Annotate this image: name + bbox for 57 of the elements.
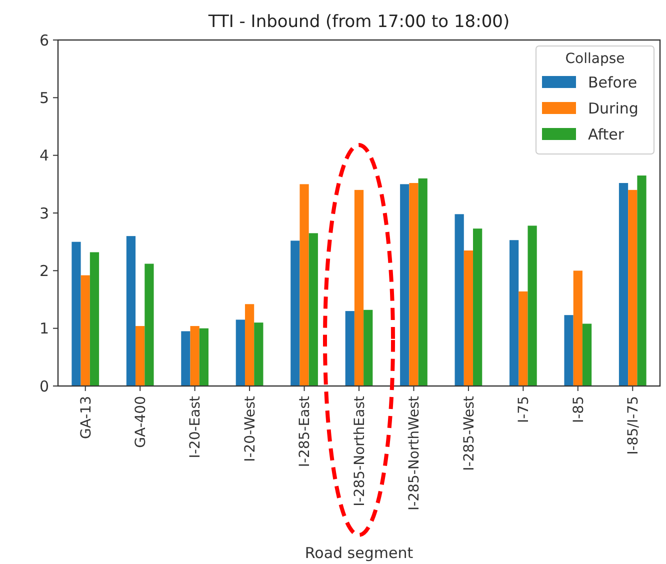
y-tick-label: 4 <box>39 146 49 165</box>
x-tick-label: GA-400 <box>132 396 149 448</box>
bar <box>308 233 318 386</box>
bar <box>244 304 254 386</box>
x-tick-label: GA-13 <box>78 396 94 439</box>
bar <box>345 311 354 386</box>
bar <box>136 326 145 386</box>
legend-title: Collapse <box>565 51 625 67</box>
bar <box>254 322 264 386</box>
bar <box>473 228 482 386</box>
x-tick-label: I-85 <box>570 396 587 423</box>
bar <box>90 252 100 386</box>
bar <box>464 250 474 386</box>
bar <box>400 184 410 386</box>
x-tick-label: I-20-West <box>242 395 258 462</box>
legend-label: Before <box>588 73 638 92</box>
bar <box>144 264 154 386</box>
bar <box>628 190 638 386</box>
bar <box>300 184 309 386</box>
legend-label: During <box>588 99 638 118</box>
bar <box>126 236 136 386</box>
y-tick-label: 5 <box>39 88 49 107</box>
x-axis-title: Road segment <box>304 544 414 562</box>
bar <box>637 176 646 386</box>
x-tick-label: I-85/I-75 <box>626 396 642 455</box>
bar <box>80 275 90 386</box>
y-tick-label: 6 <box>39 31 49 50</box>
bar <box>518 291 528 386</box>
x-tick-label: I-20-East <box>188 396 204 458</box>
bar <box>528 226 537 386</box>
bar <box>564 315 574 386</box>
x-tick-label: I-285-West <box>461 395 478 471</box>
bar <box>290 240 300 386</box>
bar <box>409 183 418 386</box>
legend-label: After <box>588 125 625 144</box>
x-tick-label: I-75 <box>516 396 532 423</box>
chart-title: TTI - Inbound (from 17:00 to 18:00) <box>207 12 510 32</box>
bar <box>199 328 208 386</box>
y-tick-label: 2 <box>39 262 49 280</box>
y-tick-label: 3 <box>39 204 49 222</box>
bar <box>454 214 464 386</box>
bar <box>573 270 582 386</box>
bar <box>364 310 373 386</box>
y-tick-label: 0 <box>39 377 49 396</box>
x-tick-label: I-285-NorthWest <box>406 395 423 511</box>
bar <box>181 331 190 386</box>
bar <box>510 240 519 386</box>
x-tick-label: I-285-NorthEast <box>352 396 368 506</box>
bar <box>618 183 628 386</box>
bar <box>582 324 592 386</box>
bar <box>236 320 245 386</box>
bar <box>354 190 364 386</box>
bar <box>72 242 81 386</box>
bar <box>418 178 428 386</box>
x-tick-label: I-285-East <box>297 396 314 468</box>
bar <box>190 326 200 386</box>
y-tick-label: 1 <box>39 320 49 338</box>
